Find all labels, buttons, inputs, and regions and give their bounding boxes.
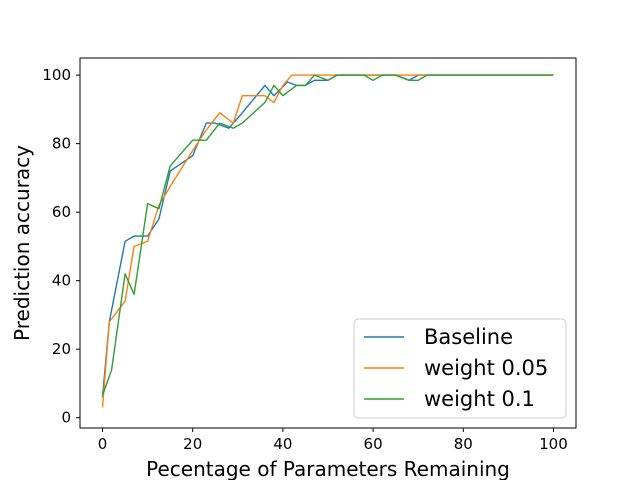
legend-label-2: weight 0.1 bbox=[424, 387, 535, 411]
y-tick-label: 60 bbox=[52, 203, 71, 221]
legend-box bbox=[353, 318, 567, 419]
x-axis-label: Pecentage of Parameters Remaining bbox=[146, 457, 510, 480]
y-tick-label: 100 bbox=[42, 66, 71, 84]
x-tick-label: 0 bbox=[98, 435, 108, 453]
y-tick-label: 80 bbox=[52, 135, 71, 153]
y-tick-label: 20 bbox=[52, 340, 71, 358]
x-tick-label: 40 bbox=[273, 435, 292, 453]
y-axis-label: Prediction accuracy bbox=[10, 145, 34, 341]
legend-label-1: weight 0.05 bbox=[424, 356, 548, 380]
axes-frame bbox=[79, 57, 577, 429]
x-tick-label: 100 bbox=[539, 435, 568, 453]
x-tick-label: 60 bbox=[364, 435, 383, 453]
legend: Baseline weight 0.05 weight 0.1 bbox=[353, 318, 567, 419]
y-axis: 0 20 40 60 80 100 bbox=[42, 66, 80, 427]
x-tick-label: 80 bbox=[454, 435, 473, 453]
y-tick-label: 0 bbox=[61, 409, 71, 427]
legend-label-0: Baseline bbox=[424, 325, 513, 349]
x-axis: 0 20 40 60 80 100 bbox=[98, 428, 568, 453]
series-line-2 bbox=[101, 74, 554, 396]
plot-lines bbox=[101, 74, 554, 408]
series-line-1 bbox=[101, 74, 554, 408]
x-tick-label: 20 bbox=[183, 435, 202, 453]
y-tick-label: 40 bbox=[52, 272, 71, 290]
